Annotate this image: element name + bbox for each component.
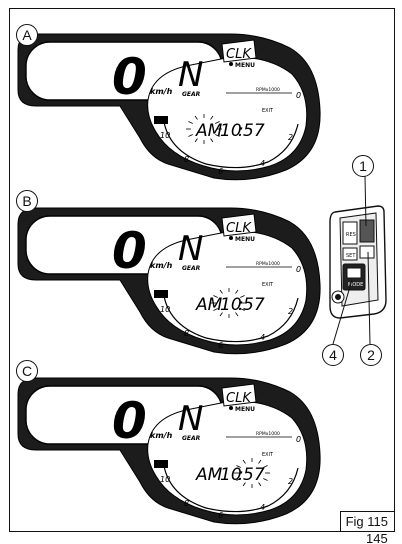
clock-minutes: 57 bbox=[243, 121, 265, 141]
blink-ray bbox=[258, 459, 262, 464]
speed-value: 0 bbox=[112, 392, 147, 450]
blink-ray bbox=[258, 482, 262, 487]
speed-unit: km/h bbox=[150, 261, 173, 270]
menu-label: MENU bbox=[235, 62, 255, 69]
callout-2: 2 bbox=[360, 344, 382, 366]
blink-ray bbox=[263, 465, 268, 468]
blink-ray bbox=[236, 465, 241, 468]
blink-ray bbox=[215, 121, 220, 124]
scale-number: 2 bbox=[288, 307, 293, 316]
scale-number: 6 bbox=[218, 511, 223, 520]
menu-label: MENU bbox=[235, 406, 255, 413]
gear-value: N bbox=[178, 55, 203, 95]
exit-label: EXIT bbox=[262, 452, 274, 458]
scale-number: 4 bbox=[260, 159, 265, 168]
clock-ampm: AM bbox=[195, 121, 223, 141]
blink-ray bbox=[219, 312, 223, 317]
speed-value: 0 bbox=[112, 48, 147, 106]
clock-minutes: 57 bbox=[243, 465, 265, 485]
rpm-label: RPMx1000 bbox=[256, 431, 280, 437]
gear-label: GEAR bbox=[182, 265, 201, 272]
blink-ray bbox=[194, 115, 198, 120]
scale-number: 10 bbox=[160, 131, 170, 140]
panel-label-b: B bbox=[16, 190, 38, 212]
exit-label: EXIT bbox=[262, 282, 274, 288]
scale-number: 8 bbox=[184, 499, 189, 508]
menu-title: CLK bbox=[226, 391, 252, 406]
menu-label: MENU bbox=[235, 236, 255, 243]
svg-text::: : bbox=[238, 465, 244, 485]
blink-ray bbox=[242, 482, 246, 487]
speed-value: 0 bbox=[112, 222, 147, 280]
blink-ray bbox=[210, 115, 214, 120]
blink-ray bbox=[236, 478, 241, 481]
scale-number: 10 bbox=[160, 475, 170, 484]
blink-ray bbox=[194, 138, 198, 143]
figure-frame: Fig 115 bbox=[9, 8, 395, 532]
scale-number: 6 bbox=[218, 341, 223, 350]
callout-4: 4 bbox=[322, 344, 344, 366]
dashboard-panel: 0 km/h N GEAR CLK MENU RPMx1000 EXIT AM 10:57 10 8 6… bbox=[0, 14, 330, 184]
scale-number: 4 bbox=[260, 503, 265, 512]
blink-ray bbox=[263, 478, 268, 481]
rpm-label: RPMx1000 bbox=[256, 261, 280, 267]
clock-hours: 10 bbox=[220, 465, 242, 485]
figure-caption: Fig 115 bbox=[339, 511, 394, 531]
scale-number: 4 bbox=[260, 333, 265, 342]
scale-number: 8 bbox=[184, 155, 189, 164]
scale-number: 8 bbox=[184, 329, 189, 338]
exit-label: EXIT bbox=[262, 108, 274, 114]
scale-number: 10 bbox=[160, 305, 170, 314]
blink-ray bbox=[210, 138, 214, 143]
clock-ampm: AM bbox=[195, 295, 223, 315]
scale-number: 0 bbox=[296, 91, 301, 100]
dashboard-panel: 0 km/h N GEAR CLK MENU RPMx1000 EXIT AM 10:57 10 8 6… bbox=[0, 188, 330, 358]
blink-ray bbox=[242, 459, 246, 464]
gear-label: GEAR bbox=[182, 435, 201, 442]
blink-ray bbox=[235, 289, 239, 294]
speed-unit: km/h bbox=[150, 431, 173, 440]
scale-number: 0 bbox=[296, 435, 301, 444]
page-number: 145 bbox=[366, 533, 388, 544]
blink-ray bbox=[215, 134, 220, 137]
scale-number: 6 bbox=[218, 167, 223, 176]
blink-ray bbox=[219, 289, 223, 294]
clock-hours: 10 bbox=[220, 121, 242, 141]
clock-hours: 10 bbox=[220, 295, 242, 315]
gear-value: N bbox=[178, 399, 203, 439]
panel-label-c: C bbox=[16, 360, 38, 382]
blink-ray bbox=[188, 121, 193, 124]
scale-number: 2 bbox=[288, 477, 293, 486]
blink-ray bbox=[240, 295, 245, 298]
blink-ray bbox=[235, 312, 239, 317]
svg-text::: : bbox=[238, 295, 244, 315]
dashboard-panel: 0 km/h N GEAR CLK MENU RPMx1000 EXIT AM 10:57 10 8 6… bbox=[0, 358, 330, 528]
speed-unit: km/h bbox=[150, 87, 173, 96]
menu-title: CLK bbox=[226, 47, 252, 62]
blink-ray bbox=[213, 308, 218, 311]
blink-ray bbox=[240, 308, 245, 311]
gear-value: N bbox=[178, 229, 203, 269]
gear-label: GEAR bbox=[182, 91, 201, 98]
scale-number: 0 bbox=[296, 265, 301, 274]
menu-title: CLK bbox=[226, 221, 252, 236]
callout-1: 1 bbox=[352, 155, 374, 177]
blink-ray bbox=[188, 134, 193, 137]
clock-minutes: 57 bbox=[243, 295, 265, 315]
scale-number: 2 bbox=[288, 133, 293, 142]
blink-ray bbox=[213, 295, 218, 298]
rpm-label: RPMx1000 bbox=[256, 87, 280, 93]
panel-label-a: A bbox=[16, 24, 38, 46]
clock-ampm: AM bbox=[195, 465, 223, 485]
svg-text::: : bbox=[238, 121, 244, 141]
